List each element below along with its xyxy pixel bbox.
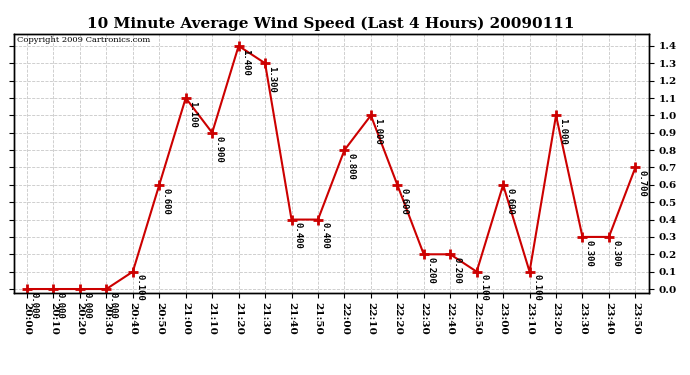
- Text: 1.000: 1.000: [373, 118, 382, 145]
- Text: 0.000: 0.000: [109, 292, 118, 319]
- Text: 0.600: 0.600: [161, 188, 170, 214]
- Text: 0.800: 0.800: [347, 153, 356, 180]
- Text: 0.100: 0.100: [135, 274, 144, 302]
- Text: 0.900: 0.900: [215, 135, 224, 162]
- Text: 0.200: 0.200: [426, 257, 435, 284]
- Title: 10 Minute Average Wind Speed (Last 4 Hours) 20090111: 10 Minute Average Wind Speed (Last 4 Hou…: [88, 17, 575, 31]
- Text: 0.100: 0.100: [479, 274, 488, 302]
- Text: 0.300: 0.300: [585, 240, 594, 267]
- Text: 1.100: 1.100: [188, 101, 197, 128]
- Text: 0.100: 0.100: [532, 274, 541, 302]
- Text: 1.400: 1.400: [241, 49, 250, 75]
- Text: 1.300: 1.300: [268, 66, 277, 93]
- Text: 0.400: 0.400: [294, 222, 303, 249]
- Text: 0.400: 0.400: [320, 222, 329, 249]
- Text: 0.000: 0.000: [82, 292, 91, 319]
- Text: 0.200: 0.200: [453, 257, 462, 284]
- Text: Copyright 2009 Cartronics.com: Copyright 2009 Cartronics.com: [17, 36, 150, 44]
- Text: 0.300: 0.300: [611, 240, 620, 267]
- Text: 0.000: 0.000: [56, 292, 65, 319]
- Text: 0.000: 0.000: [30, 292, 39, 319]
- Text: 0.700: 0.700: [638, 170, 647, 197]
- Text: 0.600: 0.600: [506, 188, 515, 214]
- Text: 1.000: 1.000: [558, 118, 567, 145]
- Text: 0.600: 0.600: [400, 188, 408, 214]
